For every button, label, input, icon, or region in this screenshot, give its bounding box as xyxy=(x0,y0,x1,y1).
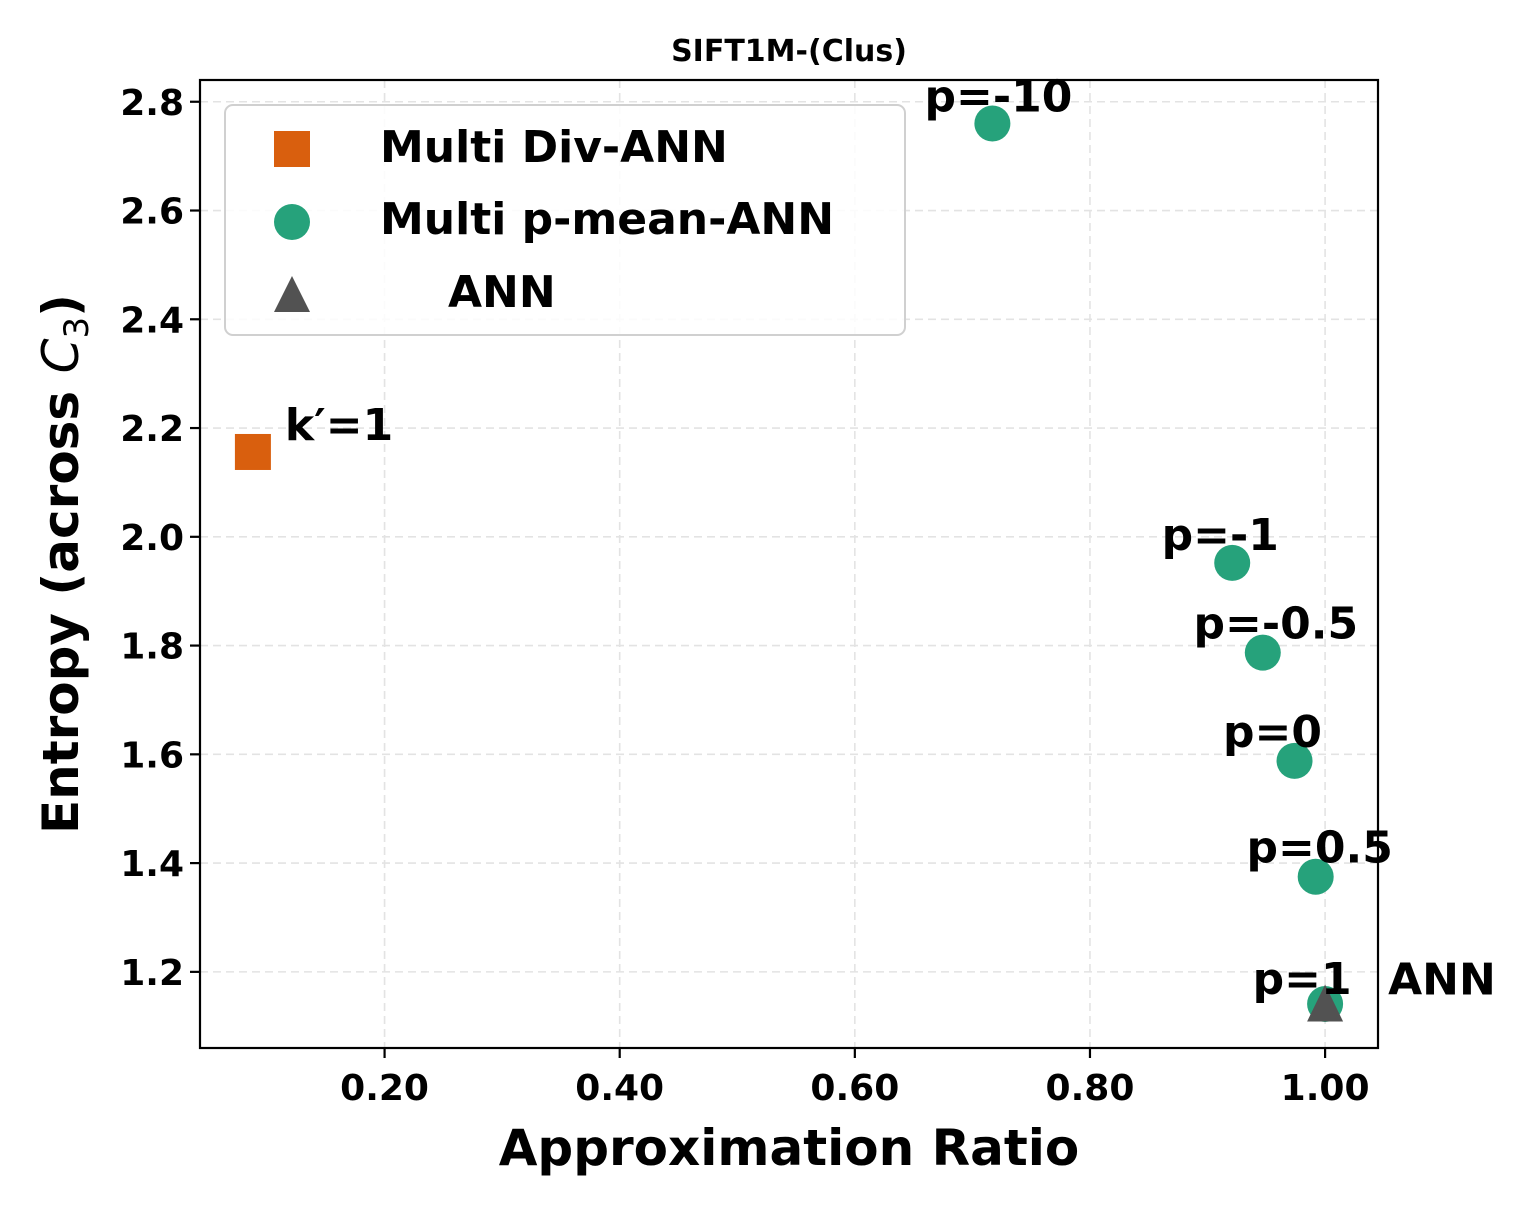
y-tick-label: 1.4 xyxy=(120,844,184,885)
y-tick-label: 1.8 xyxy=(120,627,184,668)
point-label: p=1 xyxy=(1253,954,1352,1005)
legend-label-multi-div-ann: Multi Div-ANN xyxy=(380,122,728,173)
circle-marker xyxy=(1276,742,1313,779)
point-label: k′=1 xyxy=(285,400,393,451)
point-label: ANN xyxy=(1388,954,1496,1005)
circle-marker xyxy=(1214,544,1251,581)
legend-circle-marker xyxy=(274,204,310,240)
x-axis-label: Approximation Ratio xyxy=(499,1119,1080,1177)
y-tick-label: 2.6 xyxy=(120,192,184,233)
y-tick-label: 1.2 xyxy=(120,953,184,994)
x-tick-label: 0.80 xyxy=(1046,1068,1135,1109)
circle-marker xyxy=(974,105,1011,142)
square-marker xyxy=(234,433,271,470)
legend-triangle-marker xyxy=(274,276,310,312)
y-tick-label: 2.8 xyxy=(120,83,184,124)
plot-frame xyxy=(198,78,1380,1050)
y-axis-ticks: 1.2 1.4 1.6 1.8 2.0 2.2 2.4 2.6 2.8 xyxy=(120,83,200,994)
y-axis-label: Entropy (across C3) xyxy=(32,294,97,834)
circle-marker xyxy=(1297,858,1334,895)
y-tick-label: 1.6 xyxy=(120,735,184,776)
y-tick-label: 2.0 xyxy=(120,518,184,559)
legend-square-marker xyxy=(274,131,310,167)
x-tick-label: 0.20 xyxy=(340,1068,429,1109)
legend-label-multi-p-mean-ann: Multi p-mean-ANN xyxy=(380,194,834,245)
y-tick-label: 2.4 xyxy=(120,300,184,341)
legend-box xyxy=(224,104,906,336)
point-label: p=-0.5 xyxy=(1193,599,1358,650)
circle-marker xyxy=(1244,634,1281,671)
y-tick-label: 2.2 xyxy=(120,409,184,450)
x-tick-label: 0.40 xyxy=(575,1068,664,1109)
x-tick-label: 0.60 xyxy=(810,1068,899,1109)
data-points: k′=1p=-10p=-1p=-0.5p=0p=0.5p=1 ANN xyxy=(234,72,1496,1022)
point-label: p=0.5 xyxy=(1247,823,1393,874)
legend: Multi Div-ANN Multi p-mean-ANN ANN xyxy=(224,104,906,336)
x-axis-ticks: 0.20 0.40 0.60 0.80 1.00 xyxy=(340,1048,1370,1109)
point-label: p=-1 xyxy=(1162,510,1279,561)
chart-title: SIFT1M-(Clus) xyxy=(671,34,907,69)
legend-label-ann: ANN xyxy=(448,267,556,318)
triangle-marker xyxy=(1307,984,1344,1022)
x-tick-label: 1.00 xyxy=(1281,1068,1370,1109)
point-label: p=0 xyxy=(1223,707,1322,758)
